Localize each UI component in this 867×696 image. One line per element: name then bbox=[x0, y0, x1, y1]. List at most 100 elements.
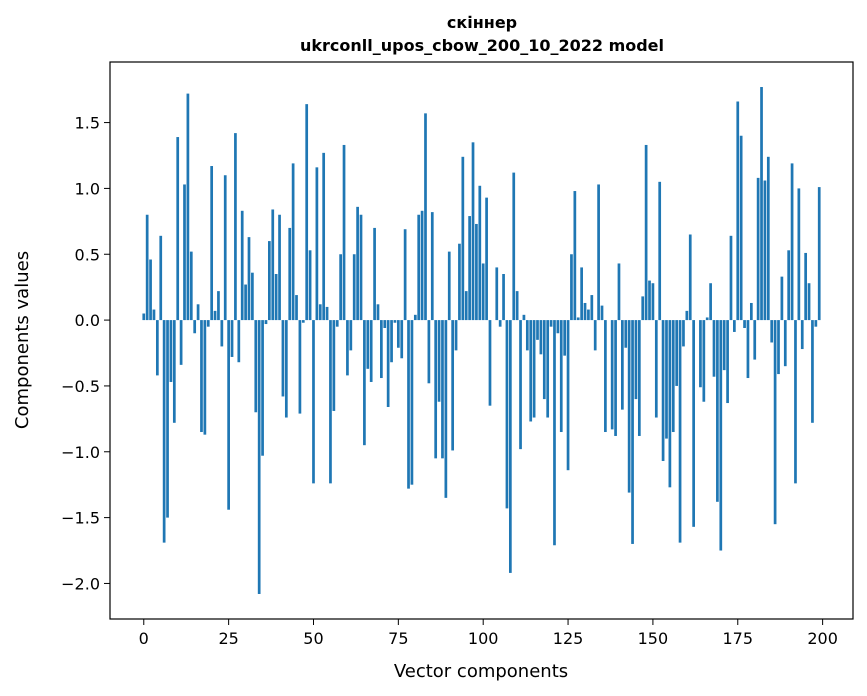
bar-16 bbox=[196, 304, 200, 321]
bar-135 bbox=[600, 305, 604, 321]
bar-59 bbox=[342, 144, 346, 321]
bar-158 bbox=[678, 320, 682, 543]
y-tick-label: 1.0 bbox=[75, 179, 100, 198]
bar-9 bbox=[172, 320, 176, 423]
bar-131 bbox=[587, 309, 590, 321]
bar-123 bbox=[559, 320, 563, 433]
y-axis-label: Components values bbox=[12, 251, 33, 429]
x-tick-label: 150 bbox=[638, 629, 669, 648]
bar-175 bbox=[736, 101, 740, 321]
bar-149 bbox=[648, 280, 651, 321]
bar-49 bbox=[308, 250, 312, 321]
bar-115 bbox=[532, 320, 536, 418]
bar-61 bbox=[349, 320, 353, 351]
bar-102 bbox=[488, 320, 492, 406]
bar-180 bbox=[753, 320, 757, 360]
bar-173 bbox=[729, 235, 733, 321]
bar-136 bbox=[604, 320, 607, 433]
bar-150 bbox=[651, 283, 655, 321]
bar-95 bbox=[464, 291, 468, 321]
bar-147 bbox=[641, 296, 645, 321]
bar-111 bbox=[519, 320, 522, 450]
bar-75 bbox=[396, 320, 400, 348]
bar-197 bbox=[811, 320, 814, 423]
bar-189 bbox=[783, 320, 787, 367]
bar-25 bbox=[227, 320, 230, 510]
x-tick-label: 200 bbox=[807, 629, 838, 648]
bar-194 bbox=[800, 320, 804, 350]
bar-152 bbox=[658, 181, 662, 321]
bar-86 bbox=[434, 320, 438, 459]
bar-69 bbox=[376, 304, 380, 321]
bar-154 bbox=[665, 320, 668, 439]
bar-7 bbox=[166, 320, 169, 518]
x-axis-label: Vector components bbox=[394, 661, 568, 682]
x-tick-label: 0 bbox=[139, 629, 149, 648]
bar-127 bbox=[573, 191, 577, 321]
bar-88 bbox=[441, 320, 444, 459]
bar-157 bbox=[675, 320, 679, 386]
x-tick-label: 50 bbox=[303, 629, 323, 648]
bar-28 bbox=[237, 320, 241, 363]
bar-124 bbox=[563, 320, 567, 356]
bar-24 bbox=[223, 175, 227, 321]
bar-176 bbox=[739, 135, 743, 321]
plot-frame bbox=[109, 61, 854, 620]
bar-121 bbox=[553, 320, 556, 546]
bar-99 bbox=[478, 185, 482, 321]
bar-130 bbox=[583, 302, 587, 321]
bar-60 bbox=[346, 320, 349, 376]
bar-108 bbox=[508, 320, 512, 573]
bar-138 bbox=[610, 320, 614, 430]
bar-47 bbox=[301, 320, 305, 323]
bar-22 bbox=[217, 291, 220, 321]
bar-155 bbox=[668, 320, 672, 488]
bar-170 bbox=[719, 320, 723, 551]
bar-145 bbox=[634, 320, 638, 400]
bar-100 bbox=[481, 263, 485, 321]
bar-132 bbox=[590, 295, 594, 321]
bar-143 bbox=[627, 320, 631, 493]
x-tick-label: 25 bbox=[218, 629, 238, 648]
bar-112 bbox=[522, 314, 526, 321]
bar-45 bbox=[295, 295, 298, 321]
bar-178 bbox=[746, 320, 750, 379]
bar-159 bbox=[682, 320, 685, 347]
bar-19 bbox=[206, 320, 210, 327]
bar-92 bbox=[454, 320, 458, 351]
bar-55 bbox=[329, 320, 332, 484]
y-tick-label: −2.0 bbox=[61, 574, 100, 593]
bar-172 bbox=[726, 320, 729, 404]
bar-31 bbox=[247, 237, 251, 321]
bar-70 bbox=[380, 320, 383, 379]
bar-109 bbox=[512, 172, 516, 321]
bar-52 bbox=[318, 304, 322, 321]
bar-171 bbox=[722, 320, 726, 371]
bars-group bbox=[142, 87, 821, 594]
bar-146 bbox=[637, 320, 641, 436]
x-tick-label: 75 bbox=[388, 629, 408, 648]
bar-96 bbox=[468, 216, 471, 321]
bar-140 bbox=[617, 263, 621, 321]
y-tick-label: −1.0 bbox=[61, 443, 100, 462]
bar-119 bbox=[546, 320, 550, 418]
bar-66 bbox=[366, 320, 370, 369]
bar-74 bbox=[393, 320, 397, 323]
y-tick-label: −1.5 bbox=[61, 509, 100, 528]
bar-80 bbox=[413, 314, 417, 321]
bar-42 bbox=[284, 320, 288, 418]
bar-181 bbox=[756, 177, 760, 321]
bar-48 bbox=[305, 104, 309, 321]
bar-129 bbox=[580, 267, 583, 321]
bar-90 bbox=[447, 251, 451, 321]
bar-94 bbox=[461, 156, 465, 321]
bar-29 bbox=[240, 210, 244, 321]
bar-148 bbox=[644, 144, 648, 321]
bar-8 bbox=[169, 320, 173, 382]
bar-97 bbox=[471, 142, 475, 321]
bar-126 bbox=[570, 254, 573, 321]
bar-91 bbox=[451, 320, 455, 451]
chart-title: скіннер bbox=[447, 13, 517, 32]
bar-14 bbox=[189, 251, 193, 321]
bar-33 bbox=[254, 320, 258, 413]
